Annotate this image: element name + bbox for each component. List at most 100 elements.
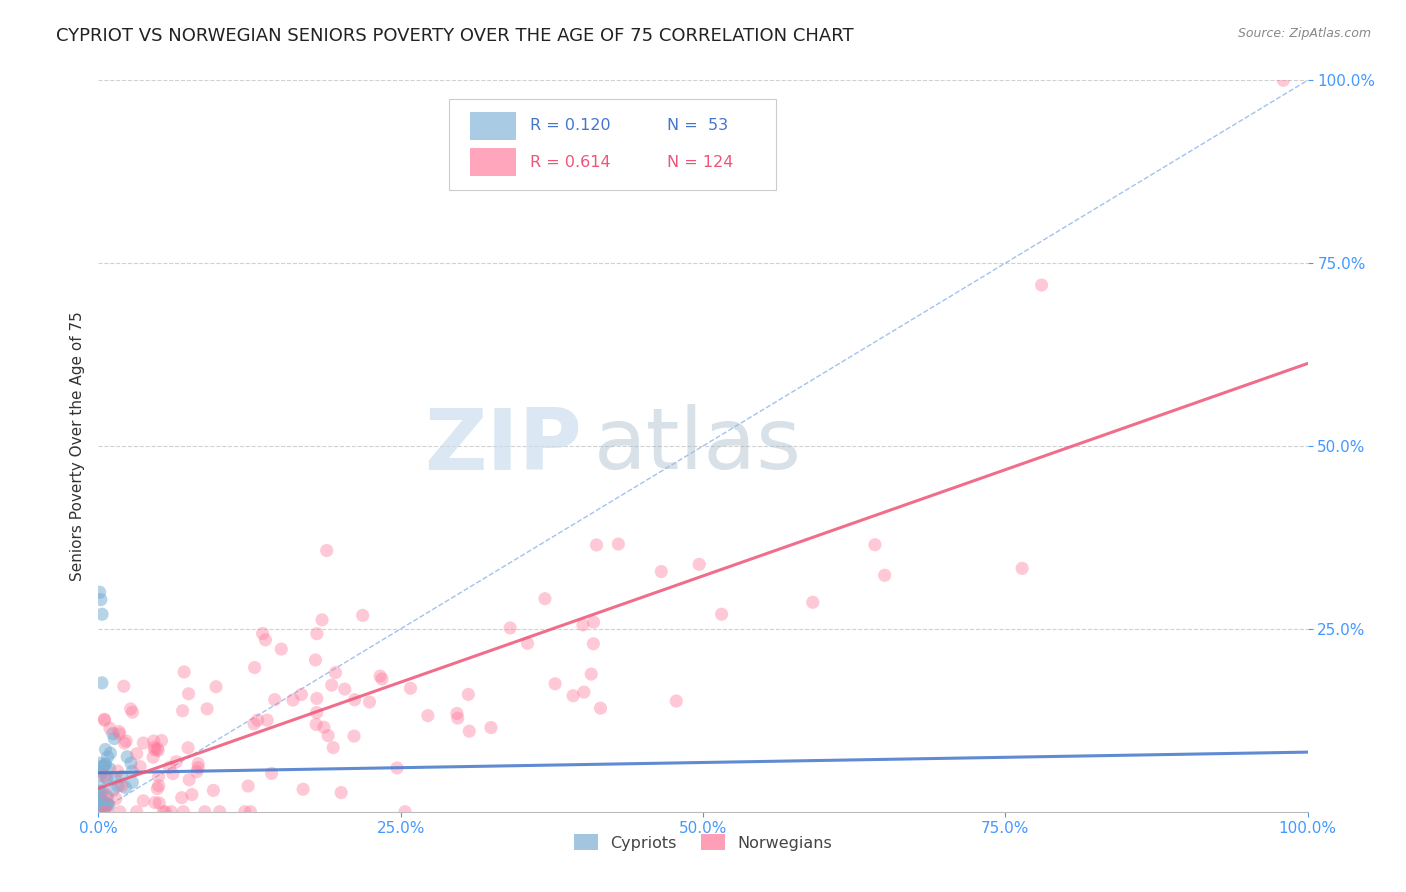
Point	[148, 779, 170, 793]
Point	[330, 786, 353, 800]
Point	[368, 669, 391, 683]
Point	[239, 805, 262, 819]
Point	[187, 756, 209, 771]
Point	[352, 608, 374, 623]
Point	[114, 736, 136, 750]
Point	[170, 790, 193, 805]
Point	[148, 769, 170, 783]
Point	[101, 726, 124, 740]
Point	[572, 685, 595, 699]
Point	[281, 693, 304, 707]
Text: Source: ZipAtlas.com: Source: ZipAtlas.com	[1237, 27, 1371, 40]
Y-axis label: Seniors Poverty Over the Age of 75: Seniors Poverty Over the Age of 75	[69, 311, 84, 581]
Point	[89, 801, 111, 815]
Point	[160, 805, 183, 819]
Point	[142, 734, 165, 748]
Point	[311, 613, 333, 627]
Point	[94, 757, 117, 772]
Point	[173, 665, 195, 679]
Point	[572, 618, 595, 632]
Point	[107, 779, 129, 793]
Text: CYPRIOT VS NORWEGIAN SENIORS POVERTY OVER THE AGE OF 75 CORRELATION CHART: CYPRIOT VS NORWEGIAN SENIORS POVERTY OVE…	[56, 27, 853, 45]
Text: atlas: atlas	[595, 404, 803, 488]
Point	[321, 678, 343, 692]
Point	[305, 691, 328, 706]
Point	[359, 695, 381, 709]
Point	[316, 729, 339, 743]
Point	[236, 779, 259, 793]
Point	[665, 694, 688, 708]
Point	[111, 770, 134, 784]
Point	[115, 749, 138, 764]
Point	[87, 793, 110, 807]
Point	[194, 805, 217, 819]
Point	[104, 772, 127, 786]
Point	[89, 792, 111, 806]
Point	[89, 797, 111, 812]
Point	[688, 558, 710, 572]
Point	[581, 667, 603, 681]
Bar	[470, 148, 516, 176]
Point	[93, 799, 115, 814]
Point	[97, 797, 120, 812]
Point	[107, 764, 129, 778]
Point	[1011, 561, 1033, 575]
Point	[97, 750, 120, 764]
Point	[172, 704, 194, 718]
Point	[187, 761, 209, 775]
Point	[142, 750, 165, 764]
Point	[121, 705, 143, 719]
Point	[93, 769, 115, 783]
Point	[108, 805, 131, 819]
Point	[260, 766, 283, 780]
Point	[93, 759, 115, 773]
Point	[479, 721, 502, 735]
Point	[457, 687, 479, 701]
Bar	[470, 112, 516, 139]
Point	[96, 805, 118, 819]
Point	[650, 565, 672, 579]
Point	[90, 784, 112, 798]
Point	[607, 537, 630, 551]
Point	[89, 802, 111, 816]
Point	[120, 756, 142, 770]
Point	[146, 741, 169, 756]
Point	[873, 568, 896, 582]
Point	[305, 706, 328, 720]
Point	[121, 764, 143, 779]
Point	[89, 756, 111, 771]
Point	[155, 805, 177, 819]
Point	[589, 701, 612, 715]
Point	[315, 543, 337, 558]
Point	[385, 761, 408, 775]
Point	[516, 636, 538, 650]
Point	[195, 702, 218, 716]
Point	[115, 734, 138, 748]
Text: N =  53: N = 53	[666, 118, 728, 133]
Point	[371, 672, 394, 686]
Point	[585, 538, 607, 552]
Point	[544, 677, 567, 691]
Point	[90, 800, 112, 814]
Point	[343, 692, 366, 706]
Point	[108, 727, 131, 741]
Point	[94, 757, 117, 772]
Point	[87, 793, 110, 807]
Point	[90, 799, 112, 814]
Point	[172, 805, 194, 819]
Point	[98, 721, 121, 735]
Point	[246, 713, 269, 727]
Point	[179, 772, 201, 787]
Point	[446, 706, 468, 721]
Point	[87, 793, 110, 807]
Point	[91, 799, 114, 814]
Point	[159, 760, 181, 774]
Point	[290, 688, 312, 702]
Point	[252, 626, 274, 640]
Point	[343, 729, 366, 743]
Point	[132, 736, 155, 750]
Text: N = 124: N = 124	[666, 154, 733, 169]
Text: ZIP: ZIP	[425, 404, 582, 488]
Point	[108, 724, 131, 739]
Point	[93, 795, 115, 809]
